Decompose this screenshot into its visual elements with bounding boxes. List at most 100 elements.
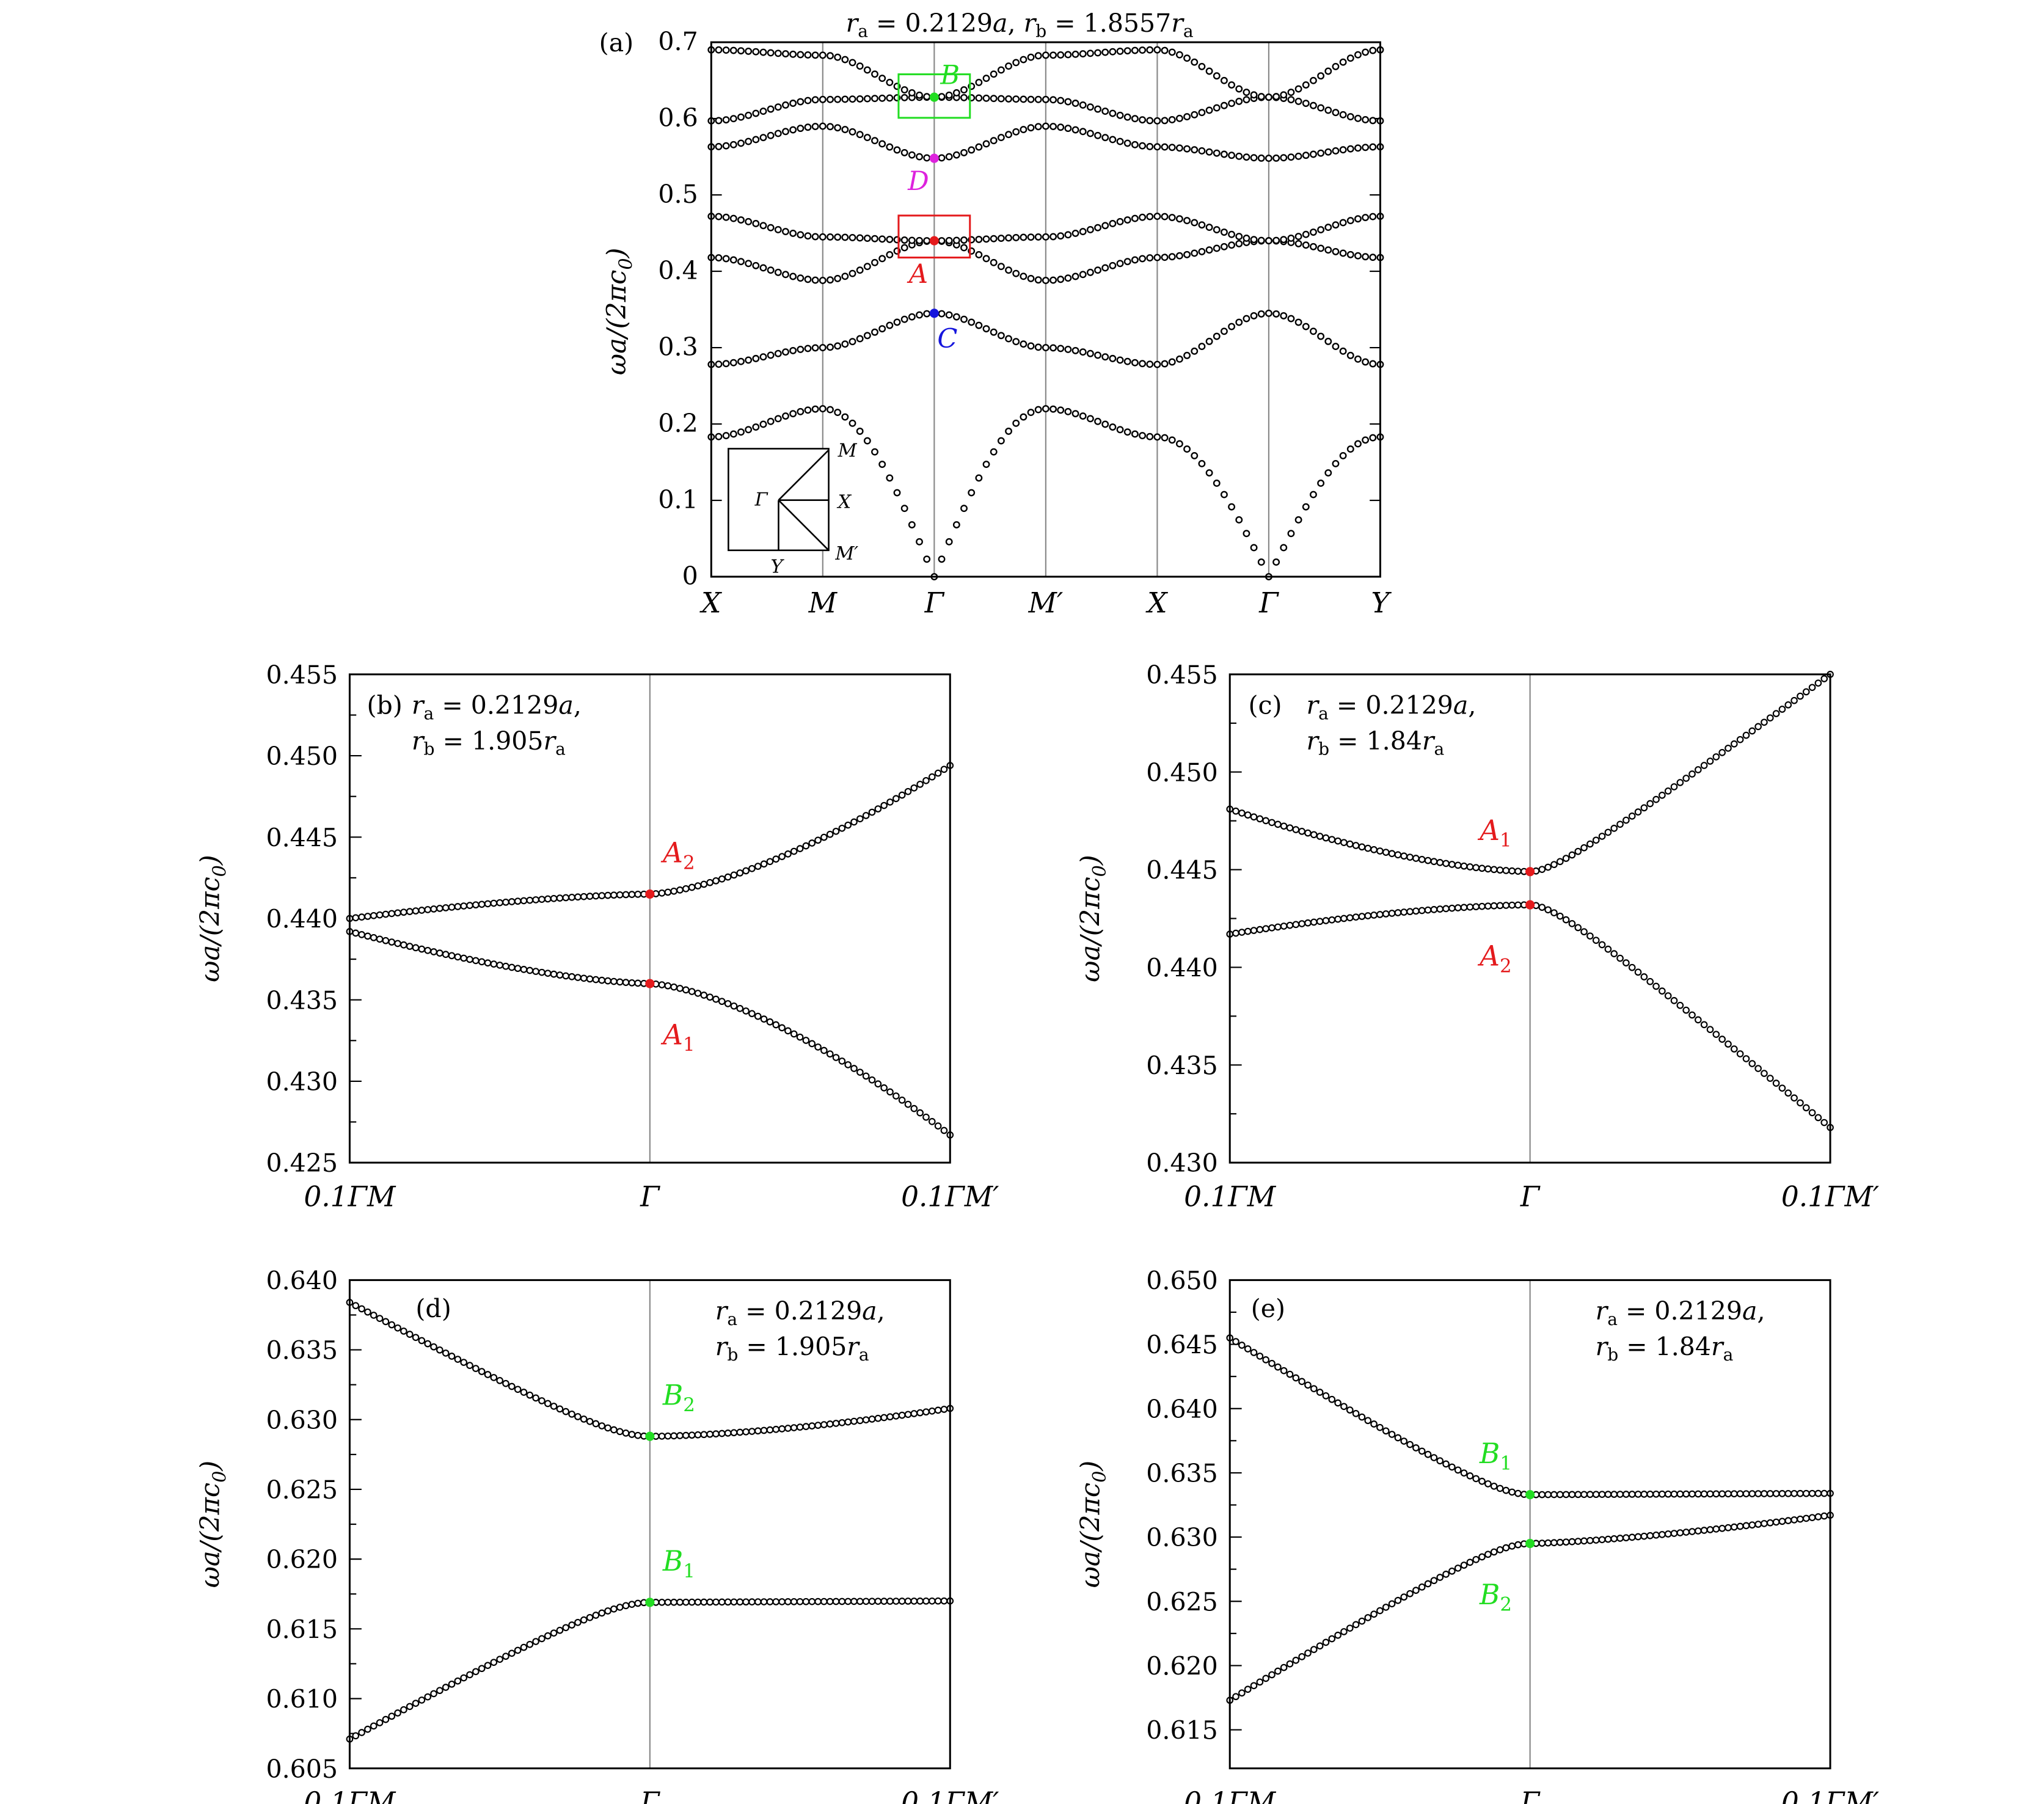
band-point: [878, 75, 886, 82]
band-point: [1388, 910, 1396, 917]
band-point: [1544, 1491, 1552, 1499]
band-point: [1604, 1535, 1612, 1543]
band-point: [1109, 354, 1117, 362]
ytick-label: 0.615: [1146, 1716, 1217, 1745]
band-point: [1034, 343, 1042, 351]
band-point: [1310, 1646, 1318, 1653]
band-point: [960, 148, 968, 156]
band-point: [796, 1033, 804, 1041]
band-point: [1772, 1490, 1780, 1497]
band-point: [1256, 926, 1264, 933]
band-point: [878, 461, 886, 468]
band-point: [1064, 407, 1072, 415]
band-point: [952, 151, 960, 159]
band-point: [782, 101, 789, 109]
band-point: [1406, 908, 1414, 916]
band-point: [1198, 109, 1206, 117]
band-point: [658, 1433, 666, 1440]
band-point: [1712, 1031, 1720, 1039]
band-point: [1057, 276, 1065, 283]
marker-label-B2: B2: [1479, 1579, 1512, 1616]
band-point: [1268, 819, 1276, 827]
band-point: [1761, 1520, 1768, 1527]
marker-label-B: B: [940, 60, 960, 91]
band-point: [1358, 1617, 1366, 1625]
band-point: [1020, 56, 1027, 64]
band-point: [1394, 909, 1402, 916]
band-point: [700, 1598, 708, 1606]
band-point: [1700, 1490, 1708, 1498]
band-point: [841, 126, 849, 134]
band-point: [1634, 1491, 1642, 1498]
band-point: [1332, 62, 1340, 70]
band-point: [1064, 345, 1072, 353]
band-point: [1274, 820, 1282, 828]
band-point: [928, 773, 936, 781]
band-point: [526, 1640, 534, 1648]
band-point: [1568, 1491, 1576, 1499]
band-point: [1146, 360, 1154, 368]
band-point: [1191, 451, 1199, 459]
band-point: [1324, 337, 1332, 345]
band-point: [1478, 902, 1486, 910]
band-point: [1302, 152, 1310, 159]
band-point: [1079, 412, 1087, 420]
band-point: [706, 878, 714, 886]
band-point: [1049, 233, 1057, 241]
band-point: [472, 901, 480, 909]
band-point: [774, 268, 782, 276]
band-point: [1814, 1489, 1822, 1497]
band-point: [1280, 312, 1288, 320]
band-point: [1766, 1490, 1774, 1497]
band-point: [1580, 928, 1588, 936]
panel-b-bands: [346, 762, 954, 1139]
band-point: [834, 95, 842, 103]
panel-a: (a) ra = 0.2129a, rb = 1.8557ra ωa/(2πc0…: [599, 9, 1392, 619]
band-point: [538, 896, 546, 904]
panel-e: 0.615 0.620 0.625 0.630 0.635 0.640 0.645 0.650…: [1075, 1266, 1880, 1804]
band-point: [472, 1365, 480, 1372]
band-point: [1005, 234, 1012, 242]
band-point: [904, 1598, 912, 1605]
band-point: [1131, 115, 1139, 123]
band-point: [1790, 1516, 1798, 1524]
band-point: [745, 260, 753, 268]
band-point: [1183, 217, 1191, 225]
band-point: [622, 1430, 630, 1437]
band-point: [1424, 856, 1432, 864]
band-point: [928, 1597, 936, 1605]
band-point: [826, 1598, 834, 1605]
band-point: [1736, 1490, 1744, 1498]
band-point: [1213, 332, 1221, 340]
band-point: [1362, 48, 1370, 56]
band-point: [592, 976, 600, 984]
band-point: [811, 123, 819, 130]
band-point: [1586, 1491, 1594, 1499]
band-point: [382, 910, 390, 918]
band-point: [1228, 503, 1236, 511]
band-point: [990, 258, 998, 266]
band-point: [1332, 460, 1340, 467]
band-point: [1742, 1055, 1750, 1062]
band-point: [715, 254, 723, 261]
band-point: [827, 406, 834, 414]
band-point: [1250, 1682, 1258, 1690]
band-point: [1256, 1353, 1264, 1360]
band-point: [1183, 145, 1191, 153]
band-point: [892, 1092, 900, 1100]
band-point: [1592, 937, 1600, 944]
band-point: [997, 66, 1005, 74]
band-point: [1682, 1006, 1690, 1014]
band-point: [1472, 1475, 1480, 1483]
band-point: [1262, 817, 1270, 825]
band-point: [1616, 1535, 1624, 1542]
band-point: [863, 437, 871, 445]
band-point: [1508, 867, 1516, 875]
band-point: [442, 1684, 450, 1691]
band-point: [1761, 1070, 1768, 1077]
band-point: [1388, 1600, 1396, 1608]
band-point: [797, 231, 805, 239]
band-point: [1346, 113, 1354, 121]
band-point: [526, 1391, 534, 1399]
band-point: [1574, 924, 1582, 932]
